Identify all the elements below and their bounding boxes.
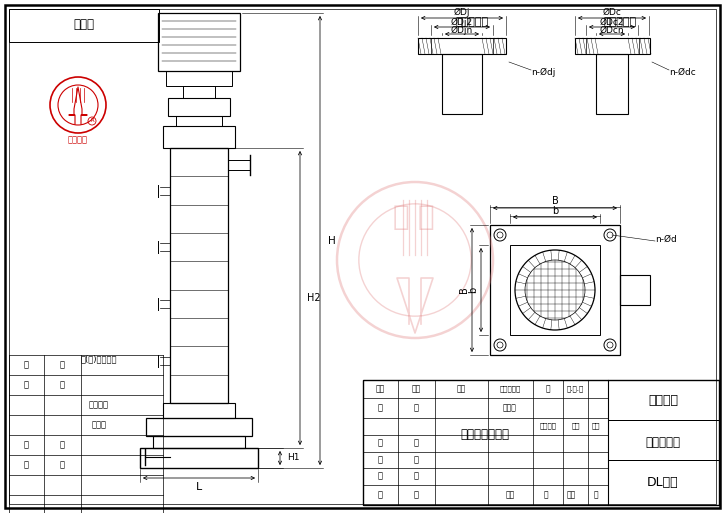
Text: B: B [552, 196, 558, 206]
Text: DL系列: DL系列 [647, 477, 679, 489]
Text: 核: 核 [413, 439, 418, 447]
Bar [183, 86, 215, 98]
Text: 艺: 艺 [413, 490, 418, 500]
Bar [596, 54, 628, 114]
Text: 审: 审 [23, 381, 28, 389]
Text: ØDj2: ØDj2 [451, 17, 473, 27]
Bar [608, 420, 719, 460]
Text: H1: H1 [287, 453, 299, 463]
Bar [158, 13, 240, 71]
Text: 底图图号: 底图图号 [89, 401, 109, 409]
Bar [490, 225, 620, 355]
Text: 责任标记: 责任标记 [539, 423, 557, 429]
Text: 比例: 比例 [592, 423, 600, 429]
Text: L: L [196, 482, 202, 492]
Bar [586, 38, 639, 54]
Text: 图: 图 [59, 361, 65, 369]
Text: 底图号: 底图号 [91, 421, 107, 429]
Text: ØDc2: ØDc2 [600, 17, 624, 27]
Text: 更改文件号: 更改文件号 [500, 386, 521, 392]
Text: 审: 审 [378, 471, 383, 481]
Text: 字: 字 [59, 441, 65, 449]
Text: 设: 设 [378, 404, 383, 412]
Text: ØDcn: ØDcn [600, 26, 624, 34]
Text: 管: 管 [378, 456, 383, 464]
Text: 安装尺寸图: 安装尺寸图 [645, 436, 681, 448]
Text: H2: H2 [307, 293, 320, 303]
Bar [176, 116, 222, 126]
Bar [608, 380, 719, 420]
Bar [163, 126, 235, 148]
Text: b: b [552, 206, 558, 216]
Text: 计: 计 [413, 404, 418, 412]
Text: 塔: 塔 [418, 203, 434, 231]
Text: 张: 张 [594, 490, 598, 500]
Bar [163, 403, 235, 418]
Text: 核: 核 [413, 471, 418, 481]
Bar [442, 54, 482, 114]
Text: 描: 描 [23, 361, 28, 369]
Text: ØDj: ØDj [454, 7, 471, 16]
Text: 海洋水泵: 海洋水泵 [68, 135, 88, 145]
Text: 共: 共 [544, 490, 548, 500]
Text: 处数: 处数 [411, 385, 420, 393]
Text: n-Ødc: n-Ødc [669, 68, 696, 76]
Bar [418, 38, 506, 54]
Text: R: R [90, 119, 94, 124]
Bar [146, 418, 252, 436]
Text: 标记: 标记 [376, 385, 385, 393]
Text: ØDjn: ØDjn [451, 26, 473, 34]
Bar [363, 380, 719, 505]
Text: 核: 核 [59, 381, 65, 389]
Text: 制零图: 制零图 [73, 18, 94, 31]
Text: 海: 海 [393, 203, 410, 231]
Text: 出水口法兰: 出水口法兰 [603, 17, 637, 27]
Text: 标准化: 标准化 [503, 404, 517, 412]
Text: 签: 签 [23, 441, 28, 449]
Bar [9, 9, 159, 42]
Bar [153, 436, 245, 448]
Text: n-Ød: n-Ød [655, 234, 676, 244]
Text: 检: 检 [413, 456, 418, 464]
Text: H: H [328, 235, 336, 246]
Bar [431, 38, 493, 54]
Bar [140, 448, 258, 468]
Bar [620, 275, 650, 305]
Bar [608, 460, 719, 505]
Text: 日: 日 [23, 461, 28, 469]
Text: 工: 工 [378, 490, 383, 500]
Text: 签: 签 [546, 385, 550, 393]
Text: 分区: 分区 [456, 385, 465, 393]
Text: 批准: 批准 [505, 490, 515, 500]
Text: B: B [459, 287, 469, 293]
Bar [170, 148, 228, 403]
Text: 期: 期 [59, 461, 65, 469]
Text: 进水口法兰: 进水口法兰 [455, 17, 489, 27]
Text: 图(纸)内容变化: 图(纸)内容变化 [80, 354, 117, 364]
Text: ØDc: ØDc [602, 8, 621, 16]
Text: n-Ødj: n-Ødj [531, 67, 555, 76]
Bar [166, 71, 232, 86]
Text: 张第: 张第 [566, 490, 576, 500]
Text: 年.月.日: 年.月.日 [566, 386, 584, 392]
Bar [510, 245, 600, 335]
Text: b: b [468, 287, 478, 293]
Text: 审: 审 [378, 439, 383, 447]
Text: 海洋水泵: 海洋水泵 [648, 393, 678, 406]
Text: 立式多级离心泵: 立式多级离心泵 [460, 428, 510, 442]
Bar [575, 38, 650, 54]
Bar [168, 98, 230, 116]
Text: 重量: 重量 [572, 423, 580, 429]
